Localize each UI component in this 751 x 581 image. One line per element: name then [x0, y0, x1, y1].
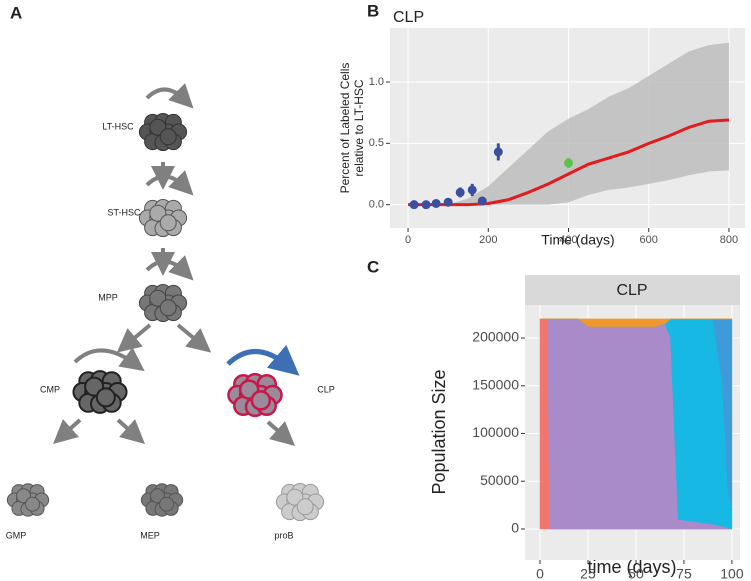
- panel-label: A: [10, 3, 22, 22]
- cell: [250, 390, 272, 411]
- strip-label: CLP: [616, 282, 647, 299]
- node-label: MPP: [98, 292, 118, 302]
- data-point: [493, 147, 503, 157]
- mean-line: [408, 118, 730, 207]
- x-tick-label: 100: [720, 565, 744, 581]
- strip: [525, 275, 740, 305]
- y-tick-label: 100000: [472, 424, 519, 440]
- data-point: [467, 185, 477, 195]
- node-label: CMP: [40, 384, 60, 394]
- data-point: [477, 196, 487, 206]
- y-tick-label: 0.0: [369, 199, 384, 211]
- area: [539, 318, 732, 327]
- panel-label: C: [367, 257, 379, 276]
- node-label: LT-HSC: [102, 121, 134, 131]
- arrow: [116, 323, 152, 353]
- cell-cluster: [138, 283, 188, 323]
- data-point: [409, 200, 419, 210]
- y-axis-title: Percent of Labeled Cells: [338, 63, 352, 194]
- cell: [159, 299, 177, 317]
- x-tick-label: 25: [580, 565, 596, 581]
- cycle-arrow: [145, 255, 194, 281]
- data-point: [421, 200, 431, 210]
- cell: [159, 496, 175, 512]
- cell-cluster: [138, 112, 188, 152]
- cell: [296, 498, 314, 516]
- cell: [95, 387, 116, 408]
- x-axis-title: Time (days): [541, 232, 614, 248]
- cell-cluster: [72, 370, 128, 414]
- cell-cluster: [227, 372, 283, 418]
- cell-cluster: [138, 198, 188, 238]
- x-tick-label: 50: [628, 565, 644, 581]
- arrow: [53, 418, 82, 444]
- data-point: [443, 197, 453, 207]
- chart-title: CLP: [393, 9, 424, 26]
- cycle-arrow: [73, 347, 145, 372]
- y-tick-label: 200000: [472, 329, 519, 345]
- panel-label: B: [367, 1, 379, 20]
- cycle-arrow: [145, 170, 194, 196]
- arrow: [116, 418, 145, 444]
- y-tick-label: 50000: [480, 472, 519, 488]
- x-tick-label: 0: [536, 565, 544, 581]
- x-tick-label: 0: [405, 234, 411, 246]
- y-axis-title: Population Size: [429, 369, 449, 494]
- x-tick-label: 800: [720, 234, 738, 246]
- diagram: LT-HSC ST-HSC MPP CMP CLP GMP MEP proB: [6, 83, 335, 540]
- data-point: [431, 198, 441, 208]
- node-label: GMP: [6, 530, 27, 540]
- cell-cluster: [140, 483, 184, 517]
- data-point: [455, 187, 465, 197]
- y-tick-label: 150000: [472, 376, 519, 392]
- x-tick-label: 400: [559, 234, 577, 246]
- cycle-arrow: [226, 344, 300, 376]
- cell: [159, 214, 177, 232]
- x-tick-label: 600: [640, 234, 658, 246]
- y-tick-label: 0: [511, 520, 519, 536]
- cell: [149, 289, 167, 307]
- x-tick-label: 200: [479, 234, 497, 246]
- x-axis-title: time (days): [587, 557, 676, 577]
- y-tick-label: 0.5: [369, 137, 384, 149]
- y-tick-label: 1.0: [369, 76, 384, 88]
- ribbon: [408, 42, 729, 205]
- arrow: [266, 420, 295, 446]
- cell-cluster: [6, 483, 50, 517]
- cell: [149, 118, 167, 136]
- cell: [286, 488, 304, 506]
- cell: [149, 204, 167, 222]
- node-label: proB: [274, 530, 293, 540]
- cycle-arrow: [145, 83, 194, 109]
- x-tick-label: 75: [676, 565, 692, 581]
- node-label: ST-HSC: [107, 207, 141, 217]
- node-label: MEP: [140, 530, 160, 540]
- cell-cluster: [275, 482, 325, 522]
- data-point: [564, 158, 574, 168]
- arrow: [176, 323, 212, 353]
- node-label: CLP: [317, 384, 335, 394]
- y-axis-title: relative to LT-HSC: [352, 79, 366, 176]
- cell: [25, 496, 41, 512]
- cell: [159, 128, 177, 146]
